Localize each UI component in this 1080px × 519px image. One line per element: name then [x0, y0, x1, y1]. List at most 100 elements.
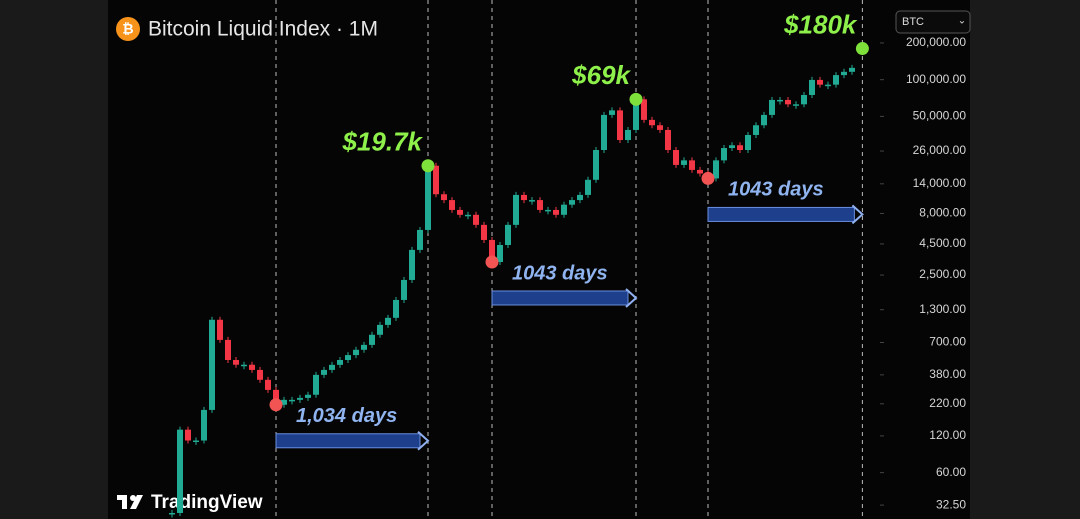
y-tick-label: 200,000.00 [906, 35, 966, 49]
y-tick-label: 50,000.00 [913, 109, 967, 123]
candle [569, 200, 575, 205]
candle [401, 279, 407, 300]
candle [673, 150, 679, 165]
peak-label: $69k [571, 60, 631, 90]
candle [345, 355, 351, 361]
candle [497, 245, 503, 262]
candle [305, 394, 311, 398]
chart-title: Bitcoin Liquid Index · 1M [148, 18, 378, 41]
chart-panel [108, 0, 970, 519]
candle [753, 125, 759, 135]
y-tick-label: 380.00 [929, 367, 966, 381]
y-tick-label: 8,000.00 [919, 206, 966, 220]
candle [689, 160, 695, 170]
candle [169, 512, 175, 515]
candle [561, 204, 567, 215]
candle [217, 319, 223, 340]
span-arrowhead [851, 204, 864, 225]
peak-label: $19.7k [341, 127, 423, 157]
candle [321, 369, 327, 375]
candle [537, 200, 543, 210]
candle [289, 399, 295, 402]
candle [369, 334, 375, 345]
candle [769, 99, 775, 115]
candle [665, 129, 671, 151]
candle [481, 224, 487, 240]
peak-marker [421, 159, 435, 173]
candle [657, 125, 663, 130]
candle [241, 364, 247, 367]
candle [185, 429, 191, 441]
candle [849, 67, 855, 72]
candle [713, 160, 719, 179]
peak-marker [629, 92, 643, 106]
candle [817, 79, 823, 85]
candle [777, 99, 783, 102]
y-tick-label: 32.50 [936, 497, 966, 511]
candle [225, 339, 231, 361]
y-tick-label: 14,000.00 [913, 176, 967, 190]
y-tick-label: 700.00 [929, 335, 966, 349]
candle [465, 214, 471, 217]
candle [761, 114, 767, 126]
candle [281, 399, 287, 405]
brand-name: TradingView [151, 492, 263, 513]
candle [385, 317, 391, 325]
span-arrowhead [625, 288, 638, 308]
candle [577, 194, 583, 201]
candle [729, 145, 735, 149]
candle [449, 200, 455, 210]
candle [649, 119, 655, 126]
symbol-select[interactable] [895, 10, 971, 34]
candle [233, 360, 239, 365]
candle [361, 344, 367, 350]
candle [625, 129, 631, 141]
candle [633, 99, 639, 130]
span-bar [275, 433, 421, 449]
candle [313, 374, 319, 395]
candle [265, 379, 271, 390]
peak-marker [855, 42, 869, 56]
candle [505, 224, 511, 246]
candle [513, 194, 519, 225]
candle [521, 194, 527, 201]
candle [737, 145, 743, 151]
candle [553, 209, 559, 215]
candle [617, 110, 623, 141]
trough-marker [701, 171, 715, 185]
candle [681, 160, 687, 165]
y-tick-label: 2,500.00 [919, 267, 966, 281]
candle [529, 200, 535, 202]
candle [425, 165, 431, 230]
span-label: 1043 days [512, 262, 608, 284]
span-label: 1,034 days [296, 405, 397, 427]
logo-slash [130, 495, 143, 509]
y-tick-label: 4,500.00 [919, 236, 966, 250]
y-tick-label: 60.00 [936, 465, 966, 479]
candle [329, 364, 335, 370]
candle [833, 75, 839, 85]
plot: 200,000.00 100,000.00 50,000.00 26,000.00 14… [169, 0, 966, 519]
candle [641, 99, 647, 120]
y-tick-label: 1,300.00 [919, 302, 966, 316]
candle [809, 79, 815, 95]
span-bar [707, 206, 855, 222]
candle [209, 319, 215, 410]
coin-icon [116, 17, 140, 41]
candle [545, 209, 551, 212]
dropdown-caret: ⌄ [958, 16, 966, 27]
candle [793, 104, 799, 106]
candle [441, 194, 447, 201]
span-arrowhead [417, 431, 430, 451]
candle [249, 364, 255, 370]
candle [377, 324, 383, 335]
candle [297, 397, 303, 400]
y-tick-label: 120.00 [929, 428, 966, 442]
candle [409, 249, 415, 280]
candle [433, 165, 439, 195]
span-label: 1043 days [728, 179, 824, 201]
candle [201, 409, 207, 441]
candle [353, 349, 359, 356]
